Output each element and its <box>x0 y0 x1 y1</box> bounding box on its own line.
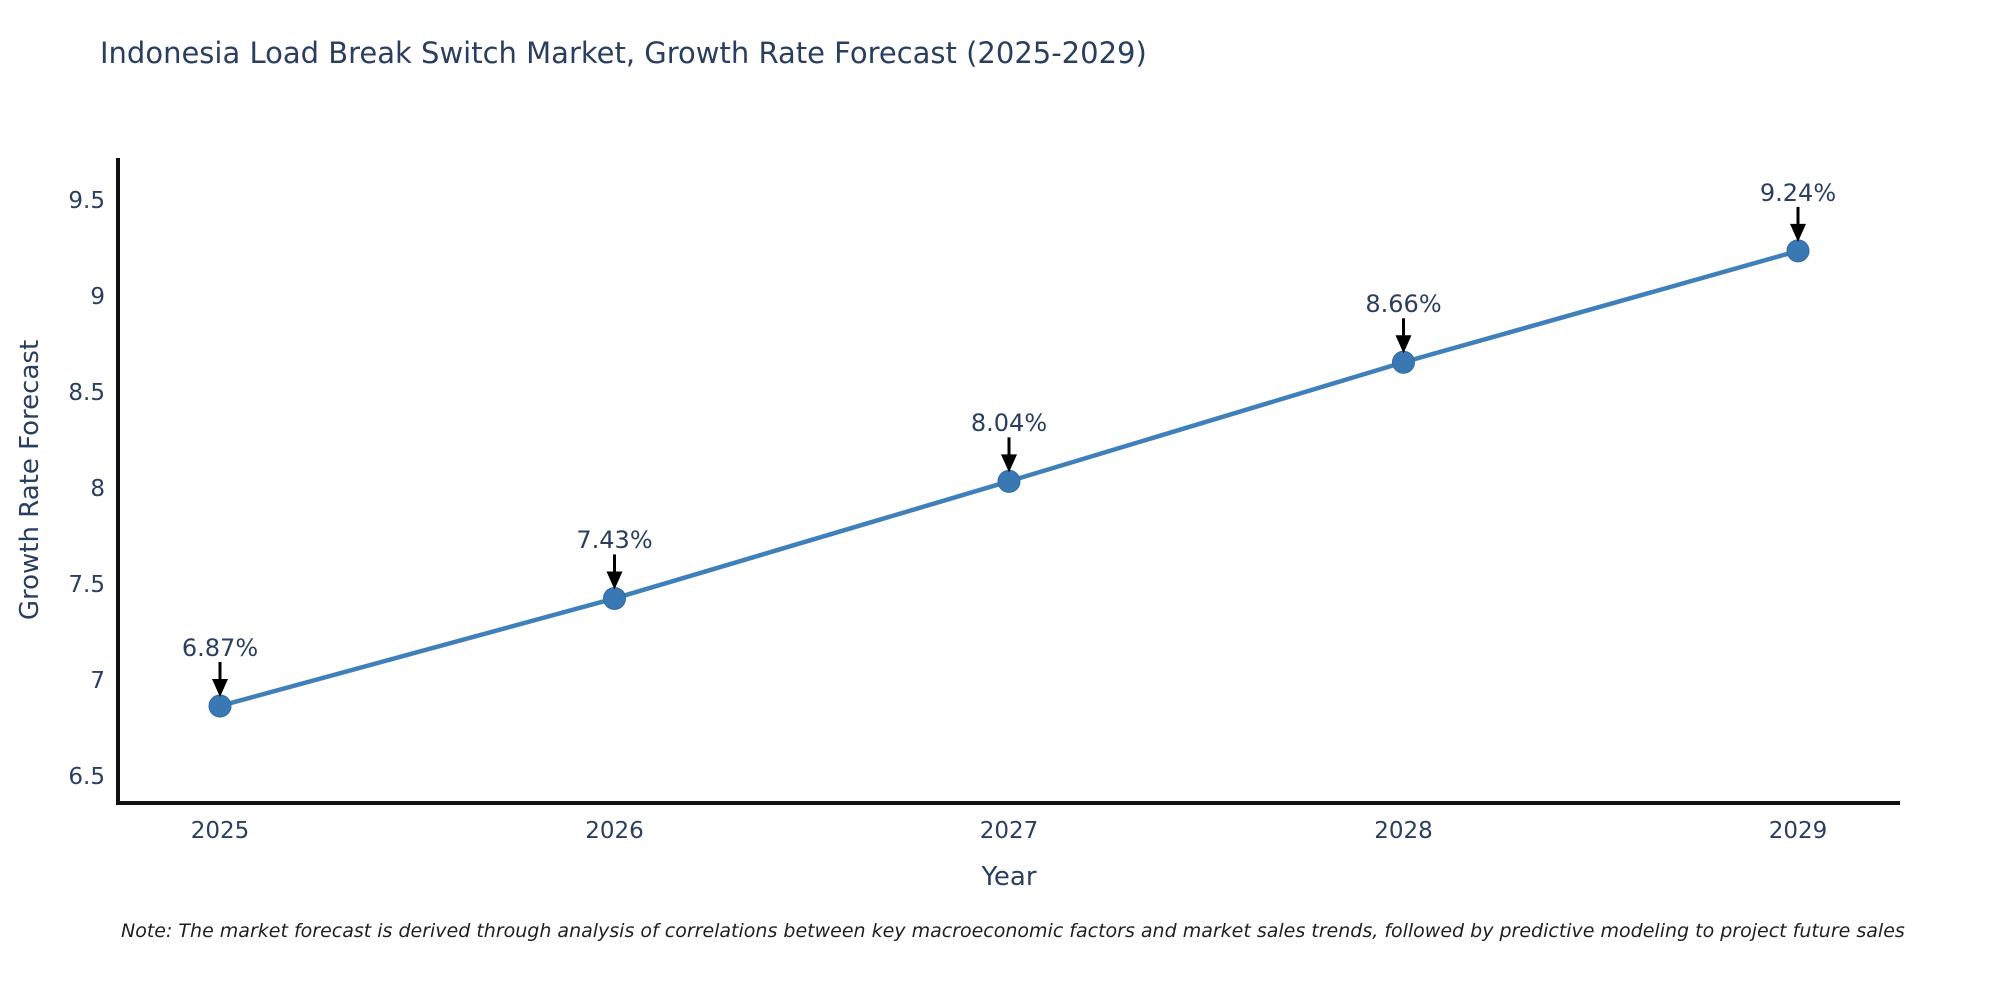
x-tick-2029: 2029 <box>1768 818 1828 844</box>
x-tick-2026: 2026 <box>585 818 644 844</box>
y-axis-title: Growth Rate Forecast <box>15 339 45 621</box>
annotation-arrowhead <box>606 571 623 590</box>
point-label-2027: 8.04% <box>970 409 1048 438</box>
data-point-2028 <box>1392 350 1415 374</box>
point-label-2029: 9.24% <box>1759 178 1837 207</box>
x-axis-title: Year <box>981 862 1037 892</box>
point-label-2028: 8.66% <box>1365 290 1442 319</box>
data-point-2029 <box>1786 239 1810 263</box>
annotation-arrowhead <box>1790 223 1806 242</box>
y-tick-9.5: 9.5 <box>68 188 105 214</box>
y-tick-6.5: 6.5 <box>68 764 105 790</box>
point-label-2025: 6.87% <box>181 633 259 662</box>
y-tick-9: 9 <box>90 284 105 310</box>
x-tick-2025: 2025 <box>190 818 250 844</box>
footnote: Note: The market forecast is derived thr… <box>121 920 1905 942</box>
annotation-arrowhead <box>1001 454 1017 473</box>
chart-title: Indonesia Load Break Switch Market, Grow… <box>100 36 1147 70</box>
data-point-2025 <box>208 694 232 718</box>
data-point-2027 <box>997 469 1021 493</box>
annotation-arrowhead <box>212 678 228 697</box>
y-tick-7: 7 <box>90 668 105 694</box>
x-tick-2027: 2027 <box>979 818 1039 844</box>
y-tick-8: 8 <box>90 476 105 502</box>
annotation-arrowhead <box>1395 335 1412 354</box>
x-tick-2028: 2028 <box>1374 818 1433 844</box>
data-point-2026 <box>603 586 626 610</box>
y-tick-8.5: 8.5 <box>68 380 105 406</box>
point-label-2026: 7.43% <box>576 526 653 555</box>
y-tick-7.5: 7.5 <box>68 572 105 598</box>
